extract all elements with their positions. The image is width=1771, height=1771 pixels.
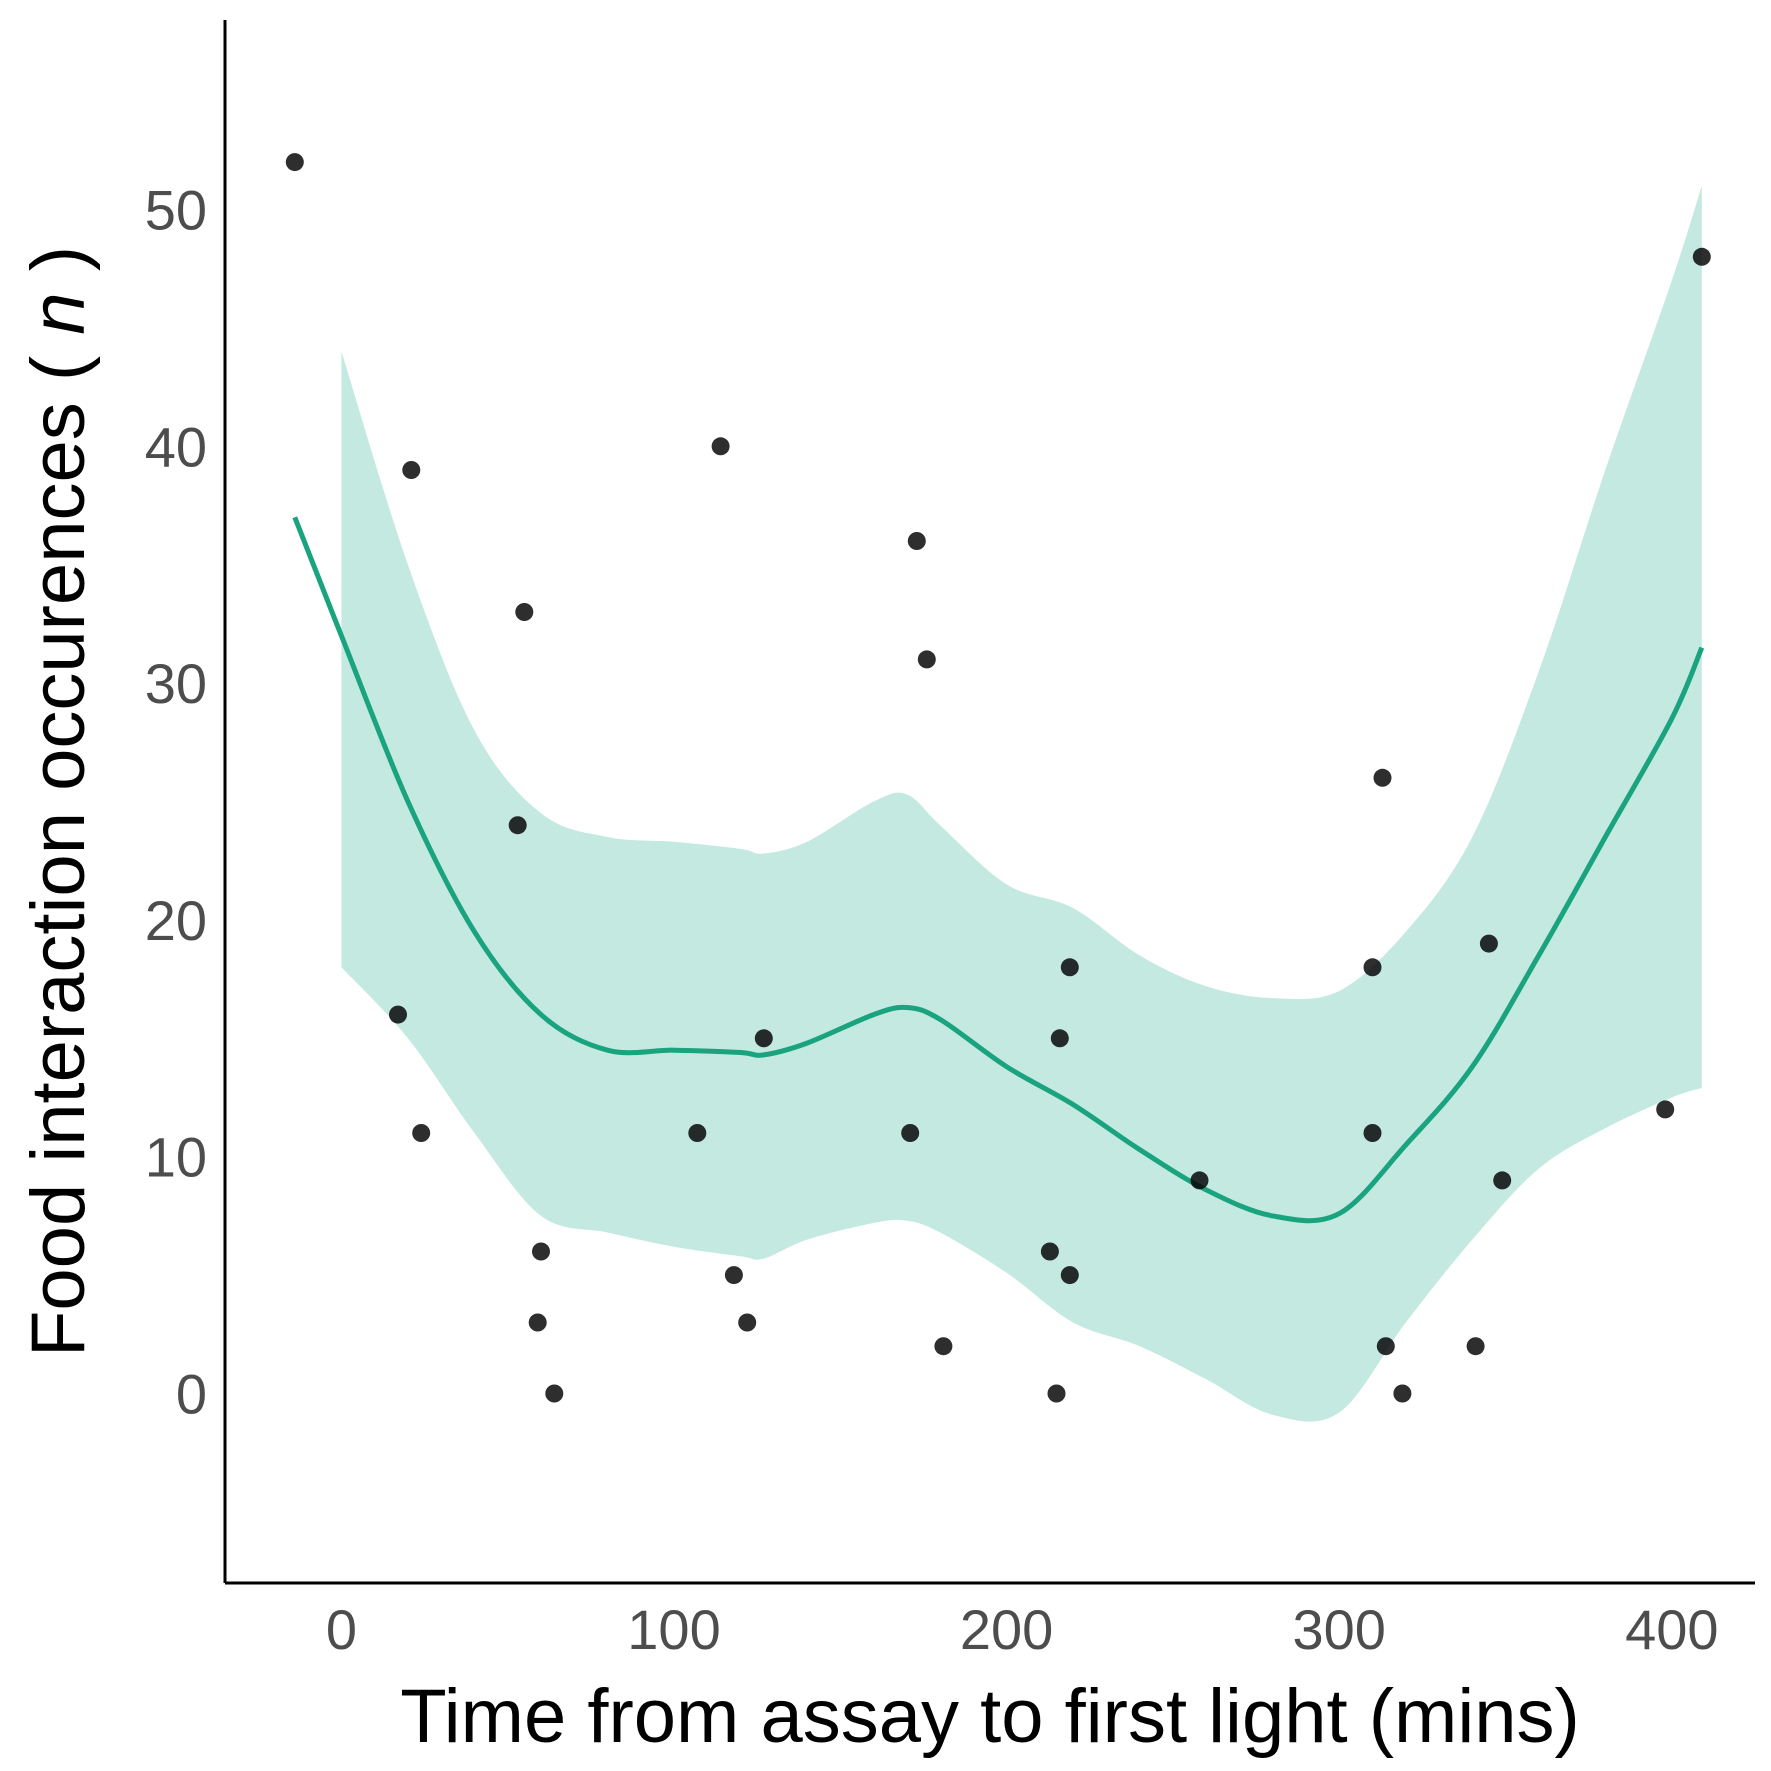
data-point-5	[515, 603, 534, 621]
x-tick-label: 0	[326, 1598, 357, 1661]
confidence-ribbon	[341, 185, 1702, 1422]
data-point-7	[532, 1242, 550, 1261]
data-point-32	[1466, 1337, 1485, 1356]
x-tick-label: 300	[1292, 1598, 1385, 1661]
data-point-1	[285, 153, 304, 172]
data-point-17	[901, 1124, 920, 1142]
y-tick-label: 20	[145, 889, 207, 952]
x-axis-ticks: 0 100 200 300 400	[326, 1598, 1719, 1661]
data-point-18	[934, 1337, 953, 1356]
data-point-25	[1373, 768, 1392, 787]
data-point-14	[754, 1029, 773, 1048]
data-point-29	[1393, 1384, 1412, 1403]
x-tick-label: 400	[1625, 1598, 1718, 1661]
y-axis-title-text: Food interaction occurences	[16, 402, 101, 1357]
data-point-16	[917, 650, 936, 669]
data-point-9	[545, 1384, 564, 1403]
smooth-fit-line	[292, 516, 1705, 1224]
data-point-34	[1692, 247, 1711, 266]
data-points	[285, 153, 1711, 1403]
data-point-6	[508, 816, 527, 835]
x-tick-label: 200	[960, 1598, 1053, 1661]
data-point-28	[1376, 1337, 1395, 1356]
data-point-11	[688, 1124, 707, 1142]
y-tick-label: 0	[176, 1363, 207, 1426]
data-point-3	[389, 1005, 407, 1024]
x-axis-title: Time from assay to first light (mins)	[400, 1674, 1580, 1759]
data-point-19	[1060, 958, 1079, 977]
y-axis-title-close-paren: )	[16, 246, 101, 271]
y-tick-label: 50	[145, 179, 207, 242]
y-tick-label: 10	[145, 1126, 207, 1189]
data-point-22	[1060, 1266, 1079, 1285]
y-axis-title-open-paren: (	[16, 356, 101, 381]
data-point-23	[1047, 1384, 1066, 1403]
data-point-26	[1363, 958, 1382, 977]
y-tick-label: 30	[145, 652, 207, 715]
data-point-20	[1050, 1029, 1069, 1048]
y-axis-title-var: n	[16, 292, 101, 334]
y-axis-ticks: 0 10 20 30 40 50	[145, 179, 207, 1426]
data-point-13	[738, 1313, 757, 1332]
data-point-15	[907, 532, 926, 550]
data-point-8	[528, 1313, 547, 1332]
x-tick-label: 100	[627, 1598, 720, 1661]
data-point-12	[724, 1266, 743, 1285]
data-point-21	[1040, 1242, 1059, 1261]
y-tick-label: 40	[145, 415, 207, 478]
data-point-30	[1479, 934, 1498, 953]
data-point-33	[1656, 1100, 1675, 1119]
plot-area	[285, 153, 1711, 1422]
data-point-24	[1190, 1171, 1209, 1190]
y-axis-title: Food interaction occurences ( n )	[16, 246, 101, 1357]
data-point-31	[1493, 1171, 1512, 1190]
data-point-10	[711, 437, 730, 456]
data-point-2	[402, 461, 421, 479]
data-point-27	[1363, 1124, 1382, 1142]
data-point-4	[412, 1124, 431, 1142]
